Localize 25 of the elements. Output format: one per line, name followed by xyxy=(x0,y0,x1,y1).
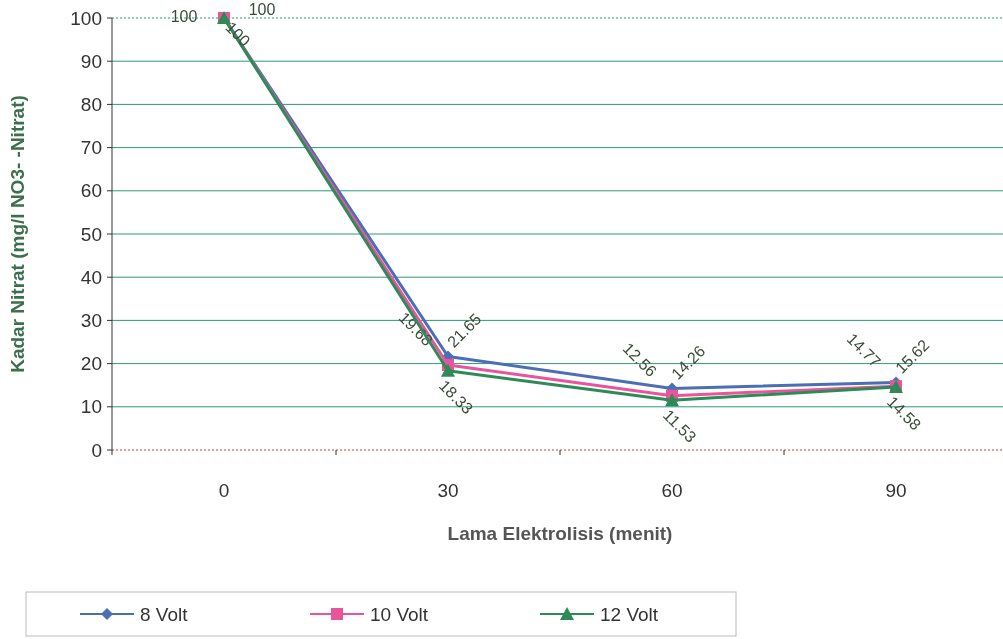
x-axis-title: Lama Elektrolisis (menit) xyxy=(447,523,673,544)
point xyxy=(665,393,679,407)
x-tick-label: 0 xyxy=(218,480,230,501)
x-tick-label: 30 xyxy=(437,480,459,501)
x-tick-label: 60 xyxy=(661,480,683,501)
y-tick-label: 70 xyxy=(80,137,102,159)
y-tick-label: 50 xyxy=(80,223,102,245)
y-tick-label: 30 xyxy=(80,310,102,332)
y-tick-label: 80 xyxy=(80,94,102,116)
legend-label: 10 Volt xyxy=(370,603,429,625)
y-tick-label: 60 xyxy=(80,180,102,202)
y-tick-label: 90 xyxy=(80,50,102,72)
y-tick-label: 10 xyxy=(80,396,102,418)
y-tick-label: 40 xyxy=(80,266,102,288)
data-label: 100 xyxy=(248,1,276,18)
point xyxy=(441,363,455,377)
legend-label: 8 Volt xyxy=(140,603,189,625)
data-label: 100 xyxy=(170,8,198,25)
y-axis-title: Kadar Nitrat (mg/l NO3- -Nitrat) xyxy=(7,95,28,373)
y-tick-label: 20 xyxy=(80,353,102,375)
legend-label: 12 Volt xyxy=(600,603,659,625)
data-label: 100 xyxy=(222,18,254,50)
y-tick-label: 100 xyxy=(70,7,102,29)
x-tick-label: 90 xyxy=(885,480,907,501)
y-tick-label: 0 xyxy=(91,439,102,461)
